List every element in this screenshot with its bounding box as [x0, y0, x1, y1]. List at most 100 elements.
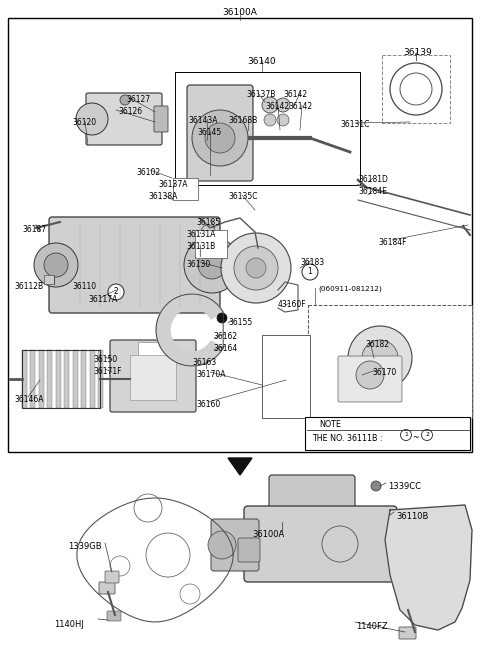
Text: 36143A: 36143A [188, 116, 217, 125]
Circle shape [44, 253, 68, 277]
Bar [44, 275, 54, 284]
Circle shape [264, 114, 276, 126]
Circle shape [205, 123, 235, 153]
Bar [175, 72, 360, 185]
Text: 36127: 36127 [126, 95, 150, 104]
Bar [30, 350, 36, 408]
FancyBboxPatch shape [110, 340, 196, 412]
Text: 36170: 36170 [372, 368, 396, 377]
Circle shape [362, 340, 398, 376]
Bar [48, 350, 52, 408]
Text: 1339GB: 1339GB [68, 542, 102, 551]
Circle shape [302, 264, 318, 280]
Bar [39, 350, 44, 408]
Circle shape [192, 110, 248, 166]
FancyBboxPatch shape [238, 538, 260, 562]
FancyBboxPatch shape [244, 506, 397, 582]
FancyBboxPatch shape [399, 627, 416, 639]
Text: 36146A: 36146A [14, 395, 44, 404]
Circle shape [108, 284, 124, 300]
Text: ~: ~ [412, 433, 418, 442]
Text: 36150: 36150 [93, 355, 117, 364]
Circle shape [34, 243, 78, 287]
Circle shape [184, 237, 240, 293]
Text: 36142: 36142 [265, 102, 289, 111]
Text: 1339CC: 1339CC [388, 482, 421, 491]
Bar [72, 350, 78, 408]
Bar [130, 355, 176, 400]
Circle shape [246, 258, 266, 278]
Polygon shape [385, 505, 472, 630]
FancyBboxPatch shape [154, 106, 168, 132]
Circle shape [356, 361, 384, 389]
Text: 36168B: 36168B [228, 116, 257, 125]
Text: (060911-081212): (060911-081212) [318, 285, 382, 291]
Circle shape [371, 481, 381, 491]
Circle shape [76, 103, 108, 135]
Text: 36100A: 36100A [223, 8, 257, 17]
Bar [138, 342, 168, 357]
Text: 36110B: 36110B [396, 512, 428, 521]
Bar [173, 178, 198, 200]
Bar [8, 18, 472, 452]
Text: 36182: 36182 [365, 340, 389, 349]
Text: 36135C: 36135C [228, 192, 257, 201]
Bar [262, 335, 310, 418]
Text: NOTE: NOTE [319, 420, 341, 429]
Bar [308, 305, 472, 418]
Text: 36185: 36185 [196, 218, 220, 227]
Text: 36171F: 36171F [93, 367, 121, 376]
Text: 43160F: 43160F [278, 300, 307, 309]
Text: 36100A: 36100A [252, 530, 284, 539]
Text: 36110: 36110 [72, 282, 96, 291]
Polygon shape [228, 458, 252, 475]
Text: 1: 1 [308, 268, 312, 276]
Bar [22, 350, 100, 408]
Text: 36184E: 36184E [358, 187, 387, 196]
Text: 1140HJ: 1140HJ [54, 620, 84, 629]
Circle shape [208, 531, 236, 559]
FancyBboxPatch shape [99, 582, 115, 594]
Text: 36131B: 36131B [186, 242, 215, 251]
Bar [382, 55, 450, 123]
Circle shape [400, 430, 411, 440]
Text: 36142: 36142 [283, 90, 307, 99]
Text: 36137B: 36137B [246, 90, 276, 99]
Circle shape [421, 430, 432, 440]
Text: 36131A: 36131A [186, 230, 216, 239]
Text: 36140: 36140 [248, 57, 276, 66]
Text: 36183: 36183 [300, 258, 324, 267]
Text: 36130: 36130 [186, 260, 210, 269]
FancyBboxPatch shape [49, 217, 220, 313]
FancyBboxPatch shape [269, 475, 355, 516]
Text: THE NO. 36111B :: THE NO. 36111B : [312, 434, 383, 443]
Bar [56, 350, 61, 408]
Text: 36170A: 36170A [196, 370, 226, 379]
Circle shape [217, 313, 227, 323]
Text: 36164: 36164 [213, 344, 237, 353]
Text: 36131C: 36131C [340, 120, 370, 129]
Text: 36162: 36162 [213, 332, 237, 341]
Circle shape [234, 246, 278, 290]
Text: 1140FZ: 1140FZ [356, 622, 388, 631]
FancyBboxPatch shape [86, 93, 162, 145]
Text: 36137A: 36137A [158, 180, 188, 189]
Text: 36145: 36145 [197, 128, 221, 137]
FancyBboxPatch shape [338, 356, 402, 402]
Bar [305, 417, 470, 450]
Bar [81, 350, 86, 408]
Circle shape [120, 95, 130, 105]
Text: 36155: 36155 [228, 318, 252, 327]
Text: 36184F: 36184F [378, 238, 407, 247]
Text: 36126: 36126 [118, 107, 142, 116]
Text: 36181D: 36181D [358, 175, 388, 184]
Circle shape [276, 98, 290, 112]
FancyBboxPatch shape [107, 611, 121, 621]
Text: 1: 1 [404, 432, 408, 438]
Bar [368, 375, 386, 385]
Text: 36163: 36163 [192, 358, 216, 367]
Text: 36117A: 36117A [88, 295, 118, 304]
FancyBboxPatch shape [211, 519, 259, 571]
Bar [98, 350, 103, 408]
Bar [64, 350, 69, 408]
